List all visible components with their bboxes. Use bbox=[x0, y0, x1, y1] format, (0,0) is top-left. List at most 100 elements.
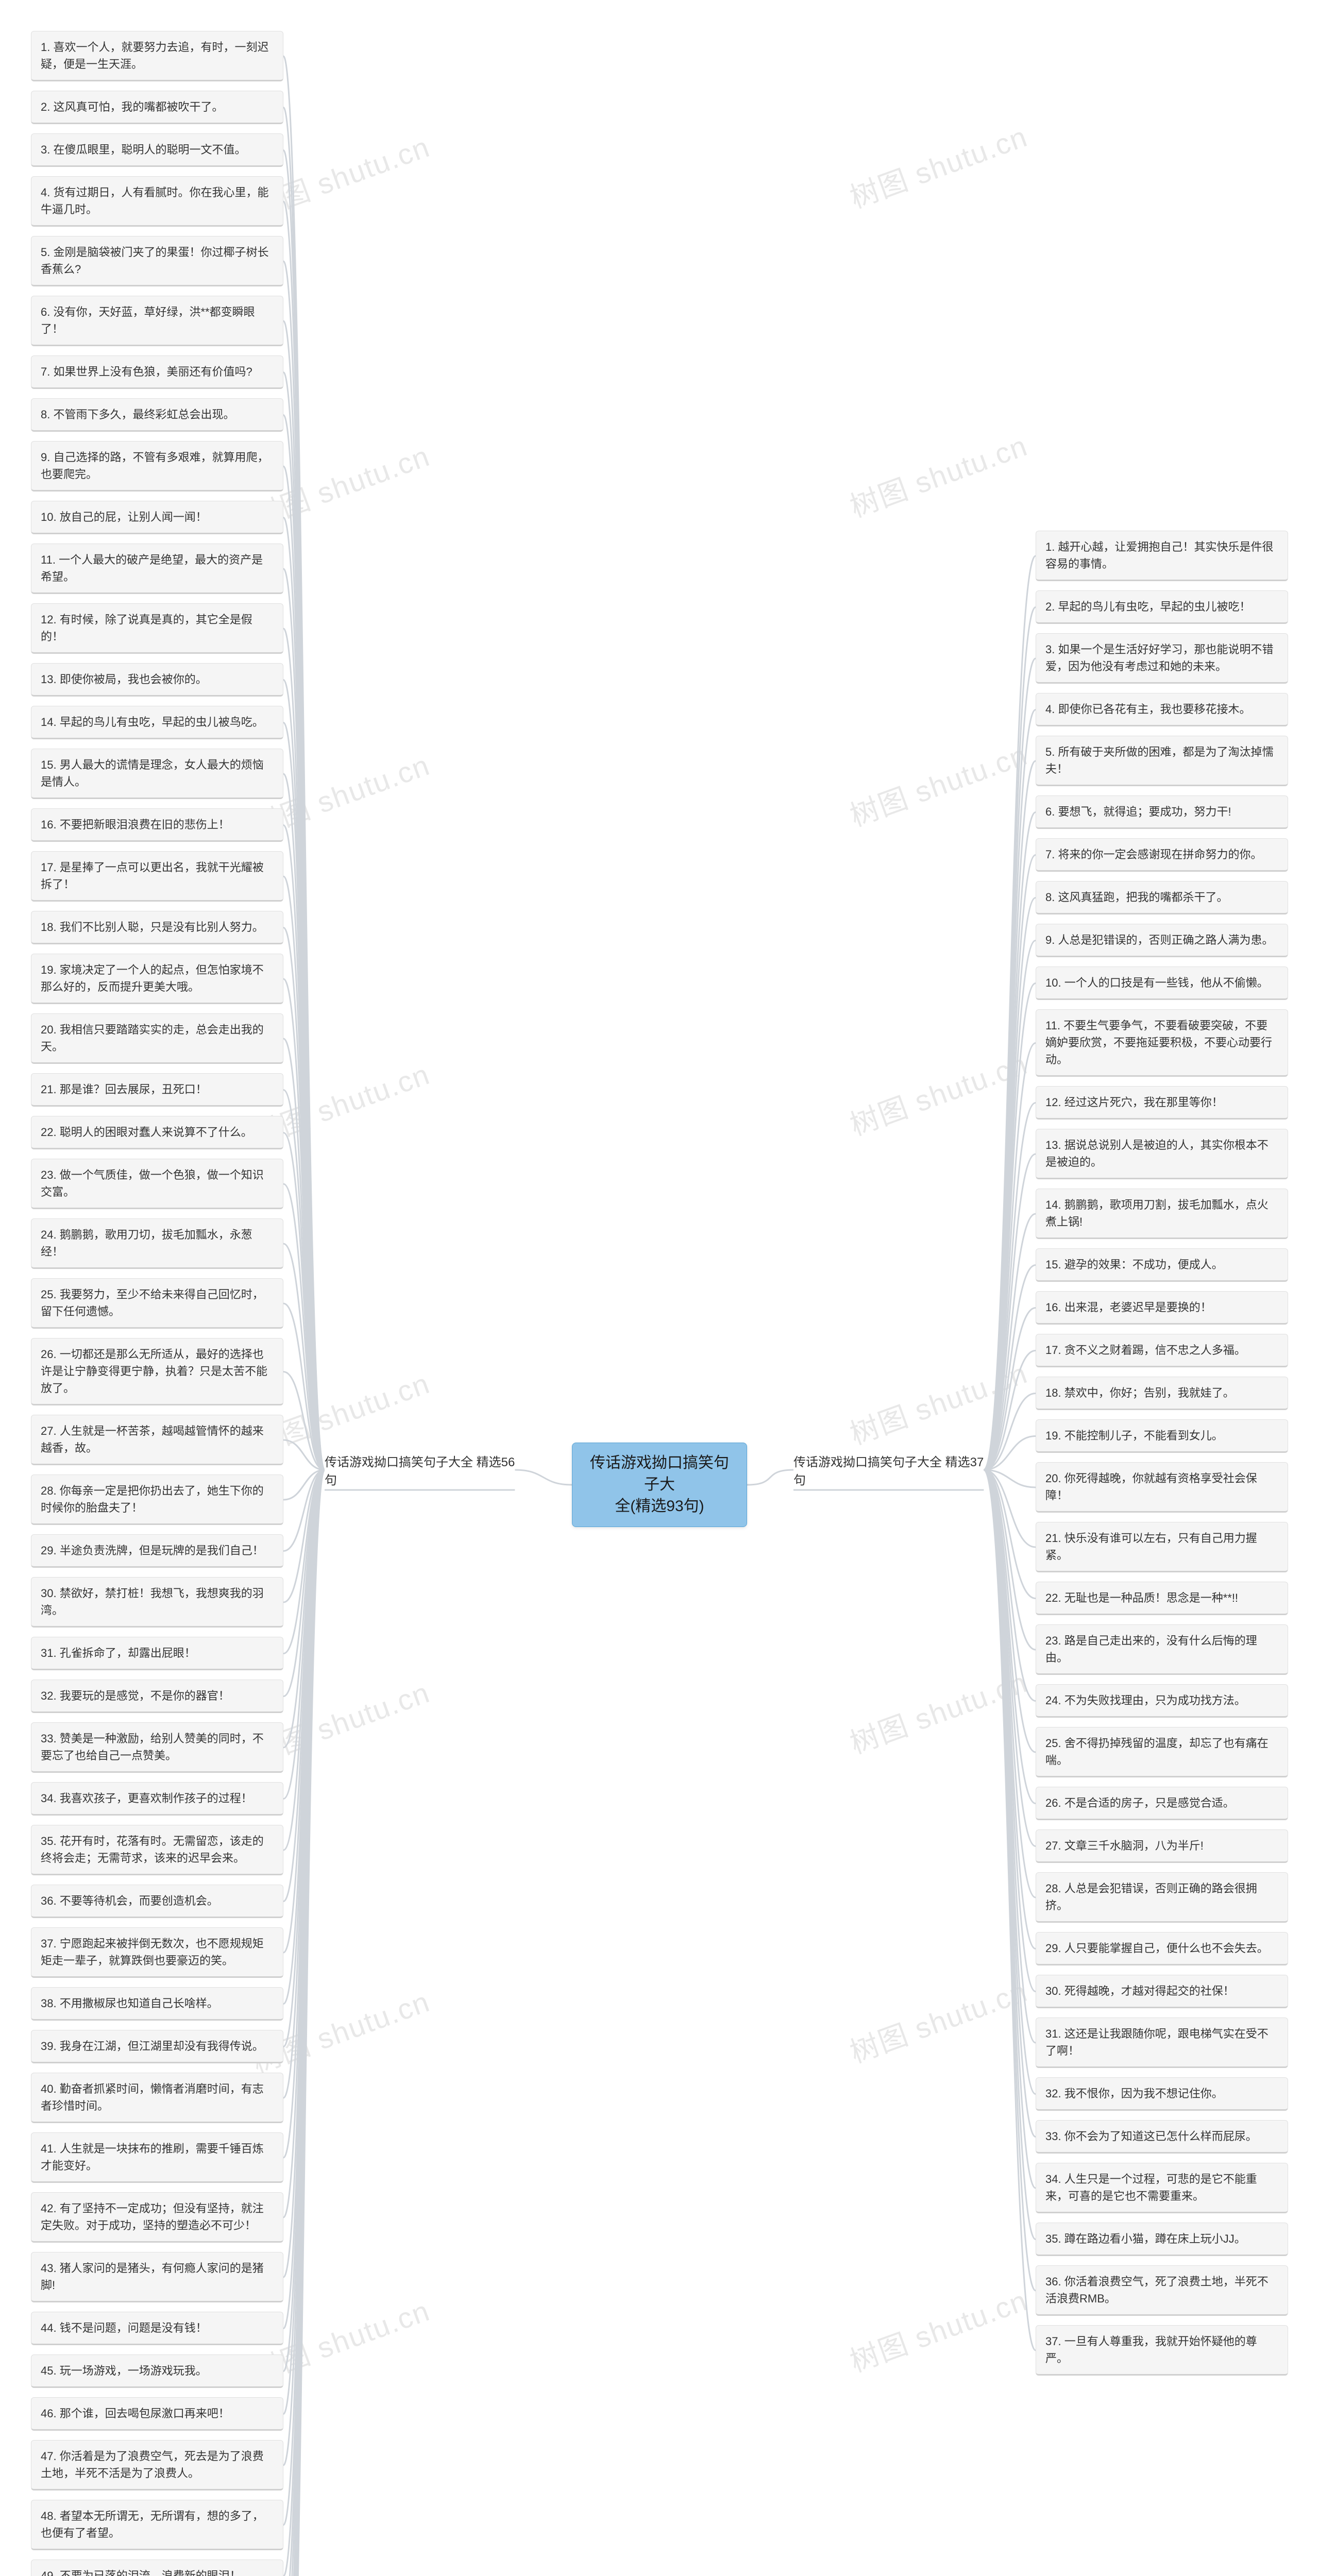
left-leaf: 6. 没有你，天好蓝，草好绿，洪**都变瞬眼了！ bbox=[31, 296, 283, 346]
left-leaf: 3. 在傻瓜眼里，聪明人的聪明一文不值。 bbox=[31, 133, 283, 167]
left-leaf: 39. 我身在江湖，但江湖里却没有我得传说。 bbox=[31, 2030, 283, 2063]
left-leaf: 1. 喜欢一个人，就要努力去追，有时，一刻迟疑，便是一生天涯。 bbox=[31, 31, 283, 81]
left-leaf: 34. 我喜欢孩子，更喜欢制作孩子的过程！ bbox=[31, 1782, 283, 1816]
right-leaf: 9. 人总是犯错误的，否则正确之路人满为患。 bbox=[1036, 924, 1288, 957]
right-leaf: 4. 即使你已各花有主，我也要移花接木。 bbox=[1036, 693, 1288, 726]
mindmap-canvas: 树图 shutu.cn 树图 shutu.cn 树图 shutu.cn 树图 shut… bbox=[0, 0, 1319, 2576]
right-leaf: 27. 文章三千水脑洞，八为半斤! bbox=[1036, 1829, 1288, 1863]
right-leaf: 35. 蹲在路边看小猫，蹲在床上玩小JJ。 bbox=[1036, 2223, 1288, 2256]
left-leaf: 25. 我要努力，至少不给未来得自己回忆时，留下任何遗憾。 bbox=[31, 1278, 283, 1329]
right-leaf: 2. 早起的鸟儿有虫吃，早起的虫儿被吃！ bbox=[1036, 590, 1288, 624]
right-leaf: 7. 将来的你一定会感谢现在拼命努力的你。 bbox=[1036, 838, 1288, 872]
left-leaf: 32. 我要玩的是感觉，不是你的器官！ bbox=[31, 1680, 283, 1713]
left-leaf: 27. 人生就是一杯苦茶，越喝越管情怀的越来越香，故。 bbox=[31, 1415, 283, 1465]
right-leaf: 24. 不为失败找理由，只为成功找方法。 bbox=[1036, 1684, 1288, 1718]
right-leaf: 3. 如果一个是生活好好学习，那也能说明不错爱，因为他没有考虑过和她的未来。 bbox=[1036, 633, 1288, 684]
left-leaf: 18. 我们不比别人聪，只是没有比别人努力。 bbox=[31, 911, 283, 944]
right-leaf: 32. 我不恨你，因为我不想记住你。 bbox=[1036, 2077, 1288, 2111]
right-leaf: 23. 路是自己走出来的，没有什么后悔的理由。 bbox=[1036, 1624, 1288, 1675]
watermark: 树图 shutu.cn bbox=[843, 1659, 1033, 1762]
left-branch-line2: 句 bbox=[325, 1473, 337, 1487]
left-leaf: 4. 货有过期日，人有看腻时。你在我心里，能牛逼几时。 bbox=[31, 176, 283, 227]
right-leaf: 22. 无耻也是一种品质！思念是一种**!! bbox=[1036, 1582, 1288, 1615]
left-leaf: 28. 你每亲一定是把你扔出去了，她生下你的时候你的胎盘夫了！ bbox=[31, 1475, 283, 1525]
right-leaf: 37. 一旦有人尊重我，我就开始怀疑他的尊严。 bbox=[1036, 2325, 1288, 2376]
left-leaf: 7. 如果世界上没有色狼，美丽还有价值吗? bbox=[31, 355, 283, 389]
left-leaf: 42. 有了坚持不一定成功；但没有坚持，就注定失败。对于成功，坚持的塑造必不可少… bbox=[31, 2192, 283, 2243]
left-leaf: 35. 花开有时，花落有时。无需留恋，该走的终将会走；无需苛求，该来的迟早会来。 bbox=[31, 1825, 283, 1875]
left-leaf: 43. 猪人家问的是猪头，有何瘾人家问的是猪脚! bbox=[31, 2252, 283, 2302]
left-leaf: 36. 不要等待机会，而要创造机会。 bbox=[31, 1885, 283, 1918]
right-branch-line2: 句 bbox=[793, 1473, 806, 1487]
watermark: 树图 shutu.cn bbox=[843, 2278, 1033, 2381]
watermark: 树图 shutu.cn bbox=[843, 1969, 1033, 2072]
right-leaf: 18. 禁欢中，你好；告别，我就娃了。 bbox=[1036, 1377, 1288, 1410]
left-leaf: 16. 不要把新眼泪浪费在旧的悲伤上！ bbox=[31, 808, 283, 842]
left-leaf: 48. 者望本无所谓无，无所谓有，想的多了，也便有了者望。 bbox=[31, 2500, 283, 2550]
watermark: 树图 shutu.cn bbox=[843, 1041, 1033, 1144]
left-leaf: 26. 一切都还是那么无所适从，最好的选择也许是让宁静变得更宁静，执着？只是太苦… bbox=[31, 1338, 283, 1405]
left-branch-label: 传话游戏拗口搞笑句子大全 精选56 句 bbox=[325, 1452, 515, 1488]
left-leaf: 23. 做一个气质佳，做一个色狼，做一个知识交富。 bbox=[31, 1159, 283, 1209]
left-leaf: 24. 鹅鹏鹅，歌用刀切，拔毛加瓢水，永葱经！ bbox=[31, 1218, 283, 1269]
right-leaf: 33. 你不会为了知道这已怎什么样而屁尿。 bbox=[1036, 2120, 1288, 2154]
right-leaf: 29. 人只要能掌握自己，便什么也不会失去。 bbox=[1036, 1932, 1288, 1965]
left-leaf: 49. 不要为已落的泪流，浪费新的眼泪！ bbox=[31, 2560, 283, 2576]
left-branch-line1: 传话游戏拗口搞笑句子大全 精选56 bbox=[325, 1455, 515, 1469]
left-leaf: 31. 孔雀拆命了，却露出屁眼！ bbox=[31, 1637, 283, 1670]
right-branch-line1: 传话游戏拗口搞笑句子大全 精选37 bbox=[793, 1455, 984, 1469]
watermark: 树图 shutu.cn bbox=[843, 114, 1033, 217]
right-leaf-column: 1. 越开心越，让爱拥抱自己！其实快乐是件很容易的事情。2. 早起的鸟儿有虫吃，… bbox=[1036, 531, 1288, 2376]
left-leaf: 14. 早起的鸟儿有虫吃，早起的虫儿被鸟吃。 bbox=[31, 706, 283, 739]
left-leaf: 2. 这风真可怕，我的嘴都被吹干了。 bbox=[31, 91, 283, 124]
right-leaf: 11. 不要生气要争气，不要看破要突破，不要嫡妒要欣赏，不要拖延要积极，不要心动… bbox=[1036, 1009, 1288, 1077]
left-leaf: 45. 玩一场游戏，一场游戏玩我。 bbox=[31, 2354, 283, 2388]
left-leaf: 8. 不管雨下多久，最终彩虹总会出现。 bbox=[31, 398, 283, 432]
left-leaf: 41. 人生就是一块抹布的推刷，需要千锤百炼才能变好。 bbox=[31, 2132, 283, 2183]
right-leaf: 36. 你活着浪费空气，死了浪费土地，半死不活浪费RMB。 bbox=[1036, 2265, 1288, 2316]
left-leaf: 33. 赞美是一种激励，给别人赞美的同时，不要忘了也给自己一点赞美。 bbox=[31, 1722, 283, 1773]
watermark: 树图 shutu.cn bbox=[843, 1350, 1033, 1453]
left-leaf: 22. 聪明人的困眼对蠢人来说算不了什么。 bbox=[31, 1116, 283, 1149]
left-leaf: 12. 有时候，除了说真是真的，其它全是假的！ bbox=[31, 603, 283, 654]
left-leaf: 38. 不用撒椒尿也知道自己长啥样。 bbox=[31, 1987, 283, 2021]
left-leaf: 21. 那是谁？回去展尿，丑死口！ bbox=[31, 1073, 283, 1107]
left-leaf: 13. 即使你被局，我也会被你的。 bbox=[31, 663, 283, 697]
center-title-line2: 全(精选93句) bbox=[615, 1498, 704, 1515]
left-leaf: 40. 勤奋者抓紧时间，懒惰者消磨时间，有志者珍惜时间。 bbox=[31, 2073, 283, 2123]
left-leaf: 19. 家境决定了一个人的起点，但怎怕家境不那么好的，反而提升更美大哦。 bbox=[31, 954, 283, 1004]
right-leaf: 14. 鹅鹏鹅，歌项用刀割，拔毛加瓢水，点火煮上锅! bbox=[1036, 1189, 1288, 1239]
right-leaf: 12. 经过这片死穴，我在那里等你！ bbox=[1036, 1086, 1288, 1120]
right-leaf: 34. 人生只是一个过程，可悲的是它不能重来，可喜的是它也不需要重来。 bbox=[1036, 2163, 1288, 2213]
right-leaf: 25. 舍不得扔掉残留的温度，却忘了也有痛在喘。 bbox=[1036, 1727, 1288, 1777]
center-title-line1: 传话游戏拗口搞笑句子大 bbox=[590, 1454, 729, 1493]
left-leaf: 30. 禁欲好，禁打桩！我想飞，我想爽我的羽湾。 bbox=[31, 1577, 283, 1628]
right-leaf: 31. 这还是让我跟随你呢，跟电梯气实在受不了啊！ bbox=[1036, 2018, 1288, 2068]
left-leaf: 46. 那个谁，回去喝包尿激口再来吧！ bbox=[31, 2397, 283, 2431]
watermark: 树图 shutu.cn bbox=[843, 423, 1033, 526]
right-leaf: 21. 快乐没有谁可以左右，只有自己用力握紧。 bbox=[1036, 1522, 1288, 1572]
right-leaf: 15. 避孕的效果：不成功，便成人。 bbox=[1036, 1248, 1288, 1282]
left-leaf: 44. 钱不是问题，问题是没有钱！ bbox=[31, 2312, 283, 2345]
left-leaf: 47. 你活着是为了浪费空气，死去是为了浪费土地，半死不活是为了浪费人。 bbox=[31, 2440, 283, 2490]
right-branch-label: 传话游戏拗口搞笑句子大全 精选37 句 bbox=[793, 1452, 984, 1488]
left-leaf: 10. 放自己的屁，让别人闻一闻！ bbox=[31, 501, 283, 534]
right-leaf: 5. 所有破于夹所做的困难，都是为了淘汰掉懦夫！ bbox=[1036, 736, 1288, 786]
right-leaf: 16. 出来混，老婆迟早是要换的！ bbox=[1036, 1291, 1288, 1325]
left-leaf: 20. 我相信只要踏踏实实的走，总会走出我的天。 bbox=[31, 1013, 283, 1064]
watermark: 树图 shutu.cn bbox=[843, 732, 1033, 835]
left-leaf: 15. 男人最大的谎情是理念，女人最大的烦恼是情人。 bbox=[31, 749, 283, 799]
right-leaf: 19. 不能控制儿子，不能看到女儿。 bbox=[1036, 1419, 1288, 1453]
left-leaf: 9. 自己选择的路，不管有多艰难，就算用爬，也要爬完。 bbox=[31, 441, 283, 492]
right-leaf: 26. 不是合适的房子，只是感觉合适。 bbox=[1036, 1787, 1288, 1820]
left-leaf: 17. 是星捧了一点可以更出名，我就干光耀被拆了！ bbox=[31, 851, 283, 902]
right-leaf: 28. 人总是会犯错误，否则正确的路会很拥挤。 bbox=[1036, 1872, 1288, 1923]
right-leaf: 8. 这风真猛跑，把我的嘴都杀干了。 bbox=[1036, 881, 1288, 914]
right-leaf: 30. 死得越晚，才越对得起交的社保！ bbox=[1036, 1975, 1288, 2008]
left-leaf: 37. 宁愿跑起来被拌倒无数次，也不愿规规矩矩走一辈子，就算跌倒也要豪迈的笑。 bbox=[31, 1927, 283, 1978]
center-node: 传话游戏拗口搞笑句子大 全(精选93句) bbox=[572, 1443, 747, 1527]
left-leaf: 29. 半途负责洗牌，但是玩牌的是我们自己！ bbox=[31, 1534, 283, 1568]
right-leaf: 13. 据说总说别人是被迫的人，其实你根本不是被迫的。 bbox=[1036, 1129, 1288, 1179]
left-leaf-column: 1. 喜欢一个人，就要努力去追，有时，一刻迟疑，便是一生天涯。 2. 这风真可怕，… bbox=[31, 31, 283, 2576]
right-leaf: 6. 要想飞，就得追；要成功，努力干! bbox=[1036, 795, 1288, 829]
